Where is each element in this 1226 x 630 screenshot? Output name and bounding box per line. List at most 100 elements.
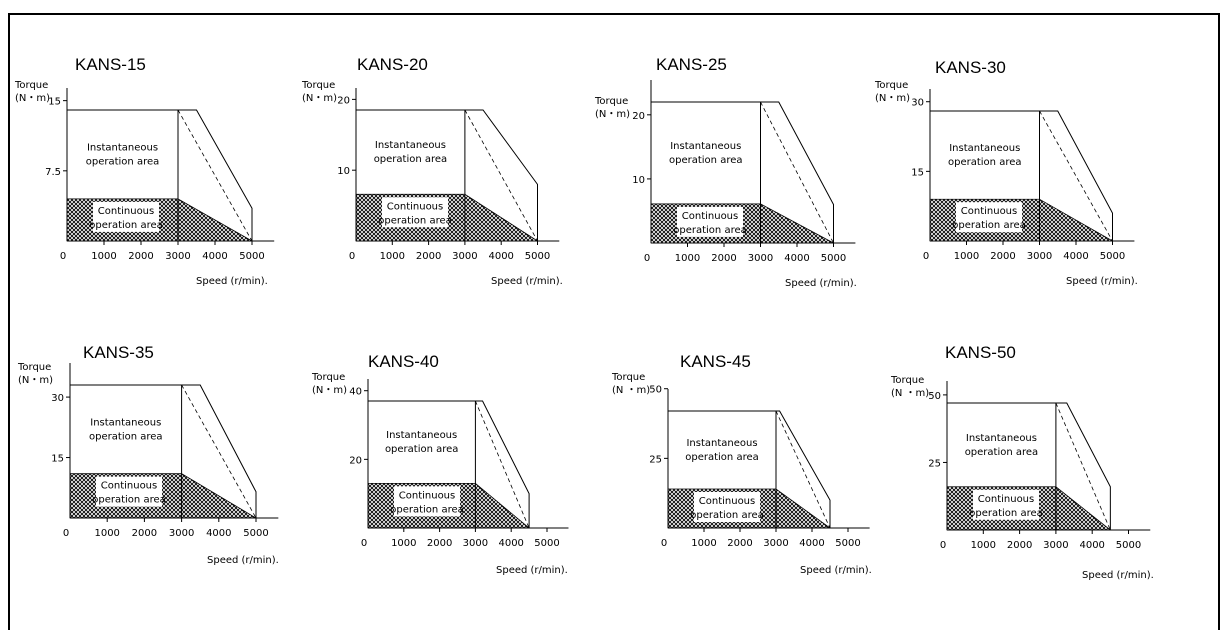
x-tick-label: 2000 [727,538,752,549]
x-tick-label: 4000 [799,538,824,549]
x-tick-label: 4000 [1079,540,1104,551]
continuous-label: Continuous [101,481,157,492]
x-tick-label: 4000 [488,251,513,262]
x-tick-label: 5000 [243,528,268,539]
y-tick-label: 40 [349,387,362,398]
continuous-label: operation area [952,220,1026,231]
x-tick-label: 5000 [821,253,846,264]
continuous-label: operation area [969,508,1043,519]
instantaneous-label: Instantaneous [386,430,457,441]
x-tick-label: 3000 [169,528,194,539]
x-tick-label: 2000 [416,251,441,262]
y-axis-unit: (N・m) [875,93,910,104]
x-tick-label: 1000 [675,253,700,264]
x-tick-label: 5000 [239,251,264,262]
chart-title: KANS-35 [83,343,154,362]
x-tick-label: 4000 [202,251,227,262]
instantaneous-label: Instantaneous [90,417,161,428]
chart-title: KANS-20 [357,55,428,74]
y-axis-label: Torque [17,362,51,373]
continuous-label: operation area [673,225,747,236]
continuous-label: operation area [92,495,166,506]
instantaneous-boundary [70,384,257,518]
chart-panel: KANS-40 Torque (N・m) Speed (r/min). 20 40 0 100… [311,352,569,576]
continuous-label: Continuous [682,211,738,222]
y-tick-label: 50 [649,385,662,396]
continuous-label: Continuous [961,206,1017,217]
x-tick-label: 3000 [452,251,477,262]
continuous-label: Continuous [98,206,154,217]
continuous-label-box [694,492,760,522]
y-tick-label: 15 [48,97,61,108]
voltage-limit-dashed [475,400,530,529]
instantaneous-boundary [67,109,253,241]
x-axis-label: Speed (r/min). [800,565,872,576]
continuous-label-box [394,486,460,517]
instantaneous-label: operation area [89,431,163,442]
continuous-label-box [382,197,448,228]
voltage-limit-dashed [1039,110,1113,242]
y-axis-unit: (N・m) [312,385,347,396]
instantaneous-label: operation area [948,157,1022,168]
x-tick-label: 1000 [94,528,119,539]
x-tick-label: 3000 [763,538,788,549]
y-axis-label: Torque [301,80,335,91]
x-tick-label: 0 [940,540,946,551]
instantaneous-label: Instantaneous [670,141,741,152]
x-tick-label: 0 [63,528,69,539]
x-tick-label: 0 [644,253,650,264]
x-tick-label: 5000 [525,251,550,262]
instantaneous-label: operation area [685,452,759,463]
instantaneous-label: operation area [374,154,448,165]
x-tick-label: 4000 [784,253,809,264]
continuous-label: operation area [378,215,452,226]
continuous-label: Continuous [399,490,455,501]
instantaneous-label: operation area [86,156,160,167]
x-axis-label: Speed (r/min). [496,565,568,576]
x-tick-label: 4000 [1063,251,1088,262]
continuous-label: operation area [89,220,163,231]
chart-title: KANS-45 [680,352,751,371]
instantaneous-label: operation area [669,155,743,166]
continuous-label-box [96,476,162,507]
voltage-limit-dashed [775,410,831,529]
continuous-label: Continuous [699,496,755,507]
instantaneous-label: Instantaneous [686,438,757,449]
chart-panel: KANS-50 Torque (N ・m) Speed (r/min). 25 50 0 10… [890,343,1154,581]
x-tick-label: 2000 [132,528,157,539]
y-tick-label: 30 [51,393,64,404]
x-tick-label: 2000 [990,251,1015,262]
y-axis-label: Torque [611,372,645,383]
continuous-label: operation area [690,510,764,521]
x-tick-label: 1000 [380,251,405,262]
y-axis-unit: (N・m) [595,109,630,120]
x-tick-label: 1000 [971,540,996,551]
y-tick-label: 10 [632,175,645,186]
x-tick-label: 2000 [1007,540,1032,551]
chart-panel: KANS-20 Torque (N・m) Speed (r/min). 10 20 0 100… [301,55,563,287]
instantaneous-label: Instantaneous [87,142,158,153]
y-axis-label: Torque [890,375,924,386]
y-tick-label: 15 [911,167,924,178]
x-tick-label: 3000 [463,538,488,549]
chart-title: KANS-25 [656,55,727,74]
x-axis-label: Speed (r/min). [785,278,857,289]
y-axis-label: Torque [311,372,345,383]
x-tick-label: 2000 [427,538,452,549]
x-tick-label: 3000 [1027,251,1052,262]
x-axis-label: Speed (r/min). [1066,276,1138,287]
y-tick-label: 25 [649,454,662,465]
instantaneous-label: operation area [965,447,1039,458]
y-tick-label: 20 [349,455,362,466]
y-tick-label: 50 [928,391,941,402]
x-tick-label: 0 [361,538,367,549]
continuous-label-box [93,201,159,232]
continuous-label-box [677,206,743,237]
x-tick-label: 1000 [391,538,416,549]
y-tick-label: 30 [911,98,924,109]
figure-frame [8,13,1220,630]
voltage-limit-dashed [760,101,834,244]
continuous-label-box [956,202,1022,233]
y-tick-label: 10 [337,166,350,177]
